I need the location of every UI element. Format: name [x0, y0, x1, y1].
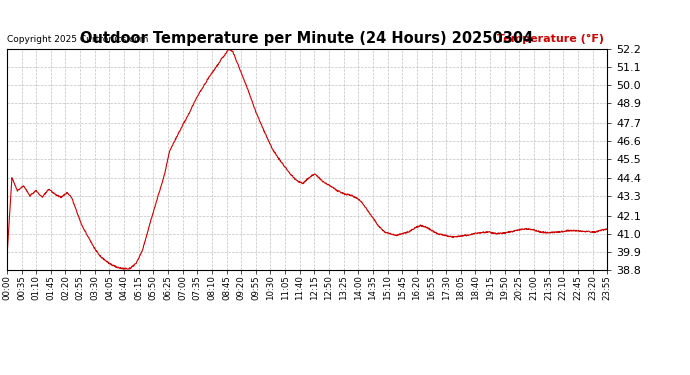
Text: Temperature (°F): Temperature (°F) [497, 34, 604, 44]
Text: Copyright 2025 Curtronics.com: Copyright 2025 Curtronics.com [7, 35, 148, 44]
Title: Outdoor Temperature per Minute (24 Hours) 20250304: Outdoor Temperature per Minute (24 Hours… [81, 31, 533, 46]
